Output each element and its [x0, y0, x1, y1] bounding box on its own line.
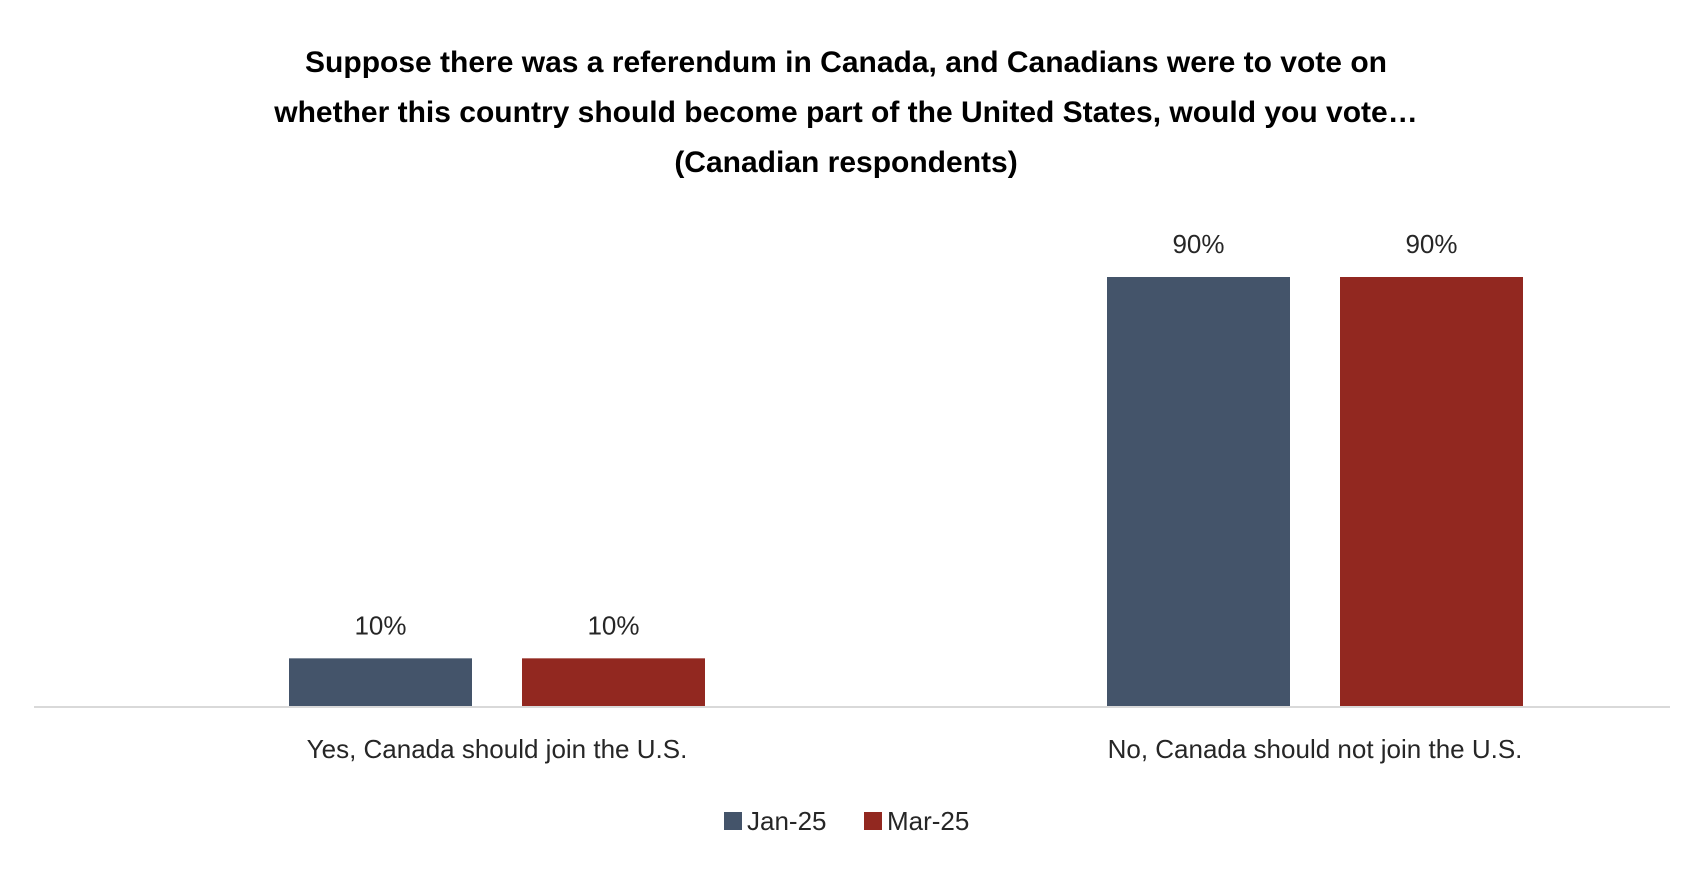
bars — [289, 277, 1523, 706]
bar-jan-25-yes — [289, 658, 472, 706]
legend-swatch-mar-25 — [864, 812, 882, 830]
legend: Jan-25 Mar-25 — [724, 806, 969, 836]
legend-label-mar-25: Mar-25 — [887, 806, 969, 836]
bar-mar-25-yes — [522, 658, 705, 706]
data-label-jan-25-yes: 10% — [354, 610, 406, 640]
data-label-jan-25-no: 90% — [1172, 229, 1224, 259]
chart-title-line-3: (Canadian respondents) — [674, 146, 1017, 179]
chart-title-line-2: whether this country should become part … — [273, 96, 1417, 129]
data-labels: 10% 10% 90% 90% — [354, 229, 1457, 640]
data-label-mar-25-no: 90% — [1405, 229, 1457, 259]
chart-title-line-1: Suppose there was a referendum in Canada… — [305, 46, 1387, 79]
bar-mar-25-no — [1340, 277, 1523, 706]
data-label-mar-25-yes: 10% — [587, 610, 639, 640]
category-label-yes: Yes, Canada should join the U.S. — [307, 734, 688, 764]
bar-jan-25-no — [1107, 277, 1290, 706]
legend-swatch-jan-25 — [724, 812, 742, 830]
legend-label-jan-25: Jan-25 — [747, 806, 827, 836]
category-labels: Yes, Canada should join the U.S. No, Cana… — [307, 734, 1523, 764]
category-label-no: No, Canada should not join the U.S. — [1108, 734, 1523, 764]
chart-title: Suppose there was a referendum in Canada… — [273, 46, 1417, 179]
